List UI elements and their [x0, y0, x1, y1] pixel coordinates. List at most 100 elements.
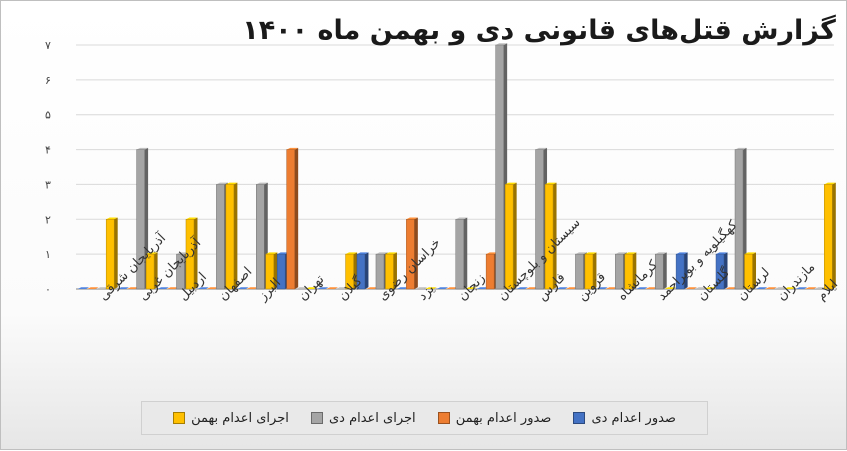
bar-top [277, 252, 289, 255]
bar-front [265, 253, 275, 290]
bar-top [774, 287, 787, 289]
bar [127, 287, 139, 289]
bar [645, 287, 658, 289]
bars [77, 43, 836, 290]
bar [317, 287, 329, 289]
bar [326, 287, 339, 289]
bar-front [535, 149, 544, 290]
bar-top [685, 287, 698, 289]
bar-side [154, 252, 158, 289]
bar-top [465, 287, 477, 289]
bar-top [246, 287, 259, 289]
bar [725, 287, 738, 289]
bar-top [425, 287, 437, 289]
bar-top [735, 147, 747, 150]
bar-top [695, 287, 707, 289]
bar-front [225, 184, 235, 290]
bar-top [545, 182, 557, 185]
bar [117, 287, 130, 289]
bar [166, 287, 179, 289]
bar-top [676, 252, 688, 255]
chart-title: گزارش قتل‌های قانونی دی و بهمن ماه ۱۴۰۰ [242, 14, 836, 46]
bar [795, 287, 808, 289]
bar-side [724, 252, 728, 289]
bar-side [663, 252, 667, 289]
bar-side [193, 217, 198, 289]
bar [225, 182, 238, 290]
y-tick-label: ۴ [45, 144, 51, 157]
bar-top [406, 217, 418, 220]
bar-top [286, 147, 299, 150]
bar-front [544, 184, 554, 290]
bar-top [146, 252, 158, 255]
bar [765, 287, 777, 289]
bar-front [504, 184, 514, 290]
bar-side [353, 252, 358, 289]
bar-top [96, 287, 109, 289]
bar-side [414, 217, 418, 289]
bar-top [814, 287, 827, 289]
bar-top [615, 252, 627, 255]
bar-top [216, 182, 228, 185]
bar-top [565, 287, 578, 289]
bar-top [127, 287, 139, 289]
bar-top [237, 287, 249, 289]
bar-top [755, 287, 768, 289]
bar [605, 287, 618, 289]
bar [744, 252, 757, 290]
bar [516, 287, 529, 289]
y-axis-ticks: ۰ ۱ ۲ ۳ ۴ ۵ ۶ ۷ [45, 39, 51, 296]
bar-top [636, 287, 648, 289]
bar-front [495, 44, 504, 290]
bar-top [296, 287, 308, 289]
bar [296, 287, 308, 289]
bar-top [176, 252, 188, 255]
y-tick-label: ۰ [45, 283, 51, 296]
bar-side [294, 147, 299, 289]
legend-swatch [573, 412, 586, 424]
bar-front [136, 149, 145, 290]
bar-top [157, 287, 169, 289]
bar-top [185, 217, 198, 220]
bar-top [375, 252, 388, 255]
bar-top [317, 287, 329, 289]
bar-top [305, 287, 318, 289]
bar-front [455, 219, 464, 290]
bar [286, 147, 299, 290]
bar-top [455, 217, 468, 220]
bar-top [486, 252, 498, 255]
bar [476, 287, 489, 289]
y-tick-label: ۱ [45, 248, 51, 261]
legend-item: صدور اعدام دی [573, 411, 676, 426]
bar-front [105, 219, 115, 290]
bar-top [197, 287, 209, 289]
bar-top [436, 287, 449, 289]
bar-top [765, 287, 777, 289]
bar [805, 287, 817, 289]
bar-front [286, 149, 295, 290]
bar [814, 287, 827, 289]
bar-top [795, 287, 808, 289]
y-tick-label: ۶ [45, 74, 51, 87]
bar [784, 287, 796, 289]
bar [675, 252, 688, 290]
legend-label: اجرای اعدام بهمن [191, 410, 289, 426]
bar-top [655, 252, 667, 255]
bar-front [744, 253, 753, 290]
bar-top [725, 287, 738, 289]
bar [206, 287, 219, 289]
bar-front [145, 253, 155, 290]
bar [455, 217, 468, 290]
bar-top [166, 287, 179, 289]
bar [197, 287, 209, 289]
bar-top [256, 182, 268, 185]
bar-top [446, 287, 458, 289]
bar-top [716, 252, 728, 255]
bar [584, 252, 597, 290]
x-tick-label: گلستان [694, 264, 734, 304]
bar [77, 287, 90, 289]
bar [565, 287, 578, 289]
bar [824, 182, 836, 290]
bar-front [675, 253, 685, 290]
